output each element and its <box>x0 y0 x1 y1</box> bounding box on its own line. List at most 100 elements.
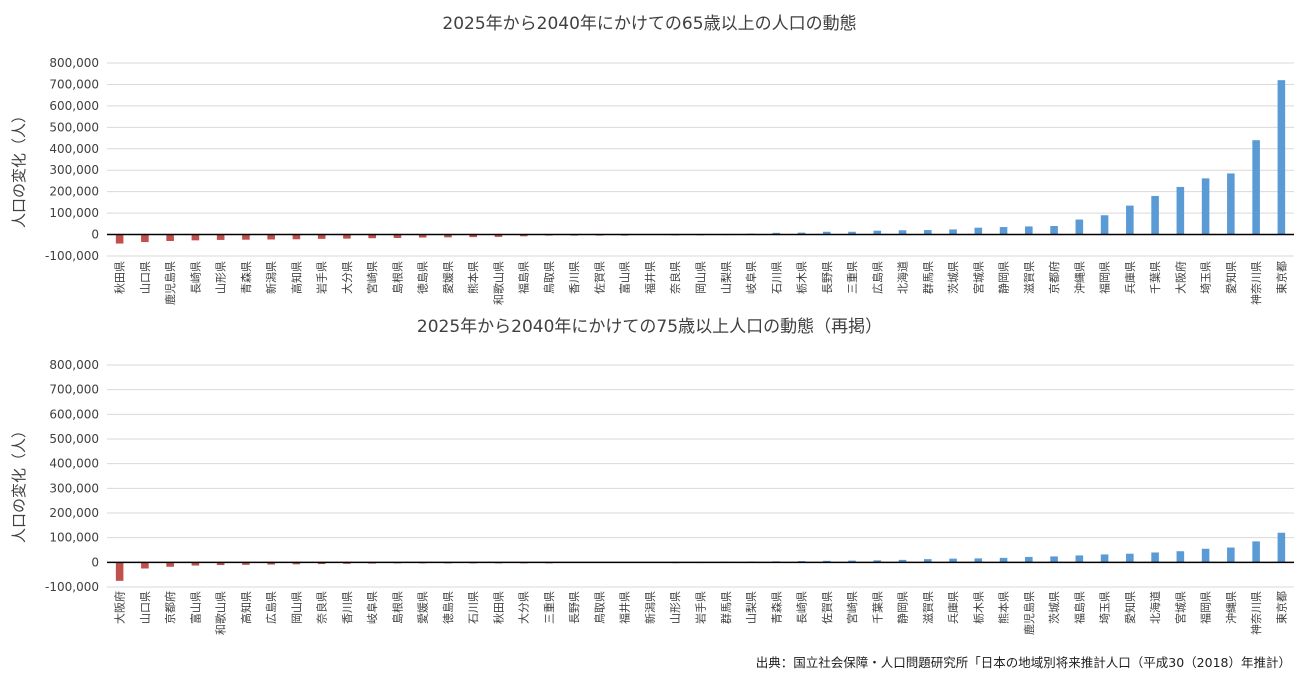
x-tick-label: 山形県 <box>215 261 228 294</box>
x-tick-label: 埼玉県 <box>1098 591 1112 624</box>
y-tick-label: 300,000 <box>49 163 99 177</box>
bar <box>141 562 149 569</box>
x-tick-label: 熊本県 <box>466 261 480 294</box>
bar <box>772 232 781 235</box>
bar <box>1025 556 1033 563</box>
y-tick-label: 400,000 <box>49 457 99 471</box>
bar <box>494 234 503 237</box>
bar <box>999 227 1008 235</box>
x-tick-label: 福島県 <box>517 261 531 294</box>
y-tick-label: 800,000 <box>49 358 99 372</box>
x-tick-label: 山梨県 <box>744 591 758 624</box>
x-tick-label: 長野県 <box>568 591 581 624</box>
bar <box>1252 541 1260 563</box>
x-tick-label: 山形県 <box>669 591 682 624</box>
bar <box>519 234 528 237</box>
bar <box>848 560 856 563</box>
x-tick-label: 香川県 <box>341 591 354 624</box>
bar <box>267 562 275 565</box>
x-tick-label: 茨城県 <box>1047 591 1061 624</box>
y-tick-label: 500,000 <box>49 120 99 134</box>
bar <box>797 232 806 235</box>
x-tick-label: 佐賀県 <box>592 261 606 294</box>
bar <box>216 234 225 240</box>
bar <box>343 234 351 239</box>
x-tick-label: 宮崎県 <box>845 591 859 624</box>
x-tick-label: 岩手県 <box>694 591 708 624</box>
bar <box>191 234 200 241</box>
x-tick-label: 三重県 <box>542 591 556 624</box>
bar <box>1227 173 1235 235</box>
y-tick-label: -100,000 <box>45 580 99 594</box>
y-tick-label: -100,000 <box>45 249 99 263</box>
x-tick-label: 富山県 <box>188 591 202 624</box>
x-tick-label: 長崎県 <box>188 261 202 294</box>
x-tick-label: 福井県 <box>643 261 657 294</box>
y-tick-label: 400,000 <box>49 142 99 156</box>
bar <box>317 234 326 239</box>
bar <box>292 562 301 565</box>
x-tick-label: 和歌山県 <box>491 261 505 305</box>
x-tick-label: 新潟県 <box>264 261 278 294</box>
bar <box>924 230 932 235</box>
bar <box>1025 226 1033 235</box>
bar <box>1201 548 1210 563</box>
x-tick-label: 兵庫県 <box>946 591 960 624</box>
x-tick-label: 神奈川県 <box>1249 591 1263 635</box>
x-tick-label: 神奈川県 <box>1249 261 1263 305</box>
x-tick-label: 大阪府 <box>1173 261 1187 294</box>
x-tick-label: 千葉県 <box>870 591 884 624</box>
x-tick-label: 群馬県 <box>719 591 733 624</box>
x-tick-label: 北海道 <box>896 261 910 294</box>
x-tick-label: 石川県 <box>770 261 783 294</box>
x-tick-label: 石川県 <box>467 591 480 624</box>
y-tick-label: 100,000 <box>49 206 99 220</box>
bar <box>166 234 174 241</box>
y-tick-label: 500,000 <box>49 432 99 446</box>
x-tick-label: 奈良県 <box>668 261 682 294</box>
x-tick-label: 福岡県 <box>1199 591 1213 624</box>
x-tick-label: 宮城県 <box>971 261 985 294</box>
bar <box>393 234 402 238</box>
y-tick-label: 700,000 <box>49 77 99 91</box>
bar <box>898 559 907 563</box>
bar <box>368 234 376 239</box>
x-tick-label: 千葉県 <box>1148 261 1162 294</box>
bar <box>822 231 831 235</box>
x-tick-label: 埼玉県 <box>1199 261 1213 294</box>
x-tick-label: 広島県 <box>264 591 278 624</box>
x-tick-label: 長野県 <box>821 261 834 294</box>
x-tick-label: 愛知県 <box>1123 591 1137 624</box>
x-tick-label: 岐阜県 <box>745 261 758 294</box>
bar <box>1050 225 1058 235</box>
bar <box>999 557 1008 563</box>
x-tick-label: 京都府 <box>1047 261 1061 294</box>
x-tick-label: 高知県 <box>289 261 303 294</box>
bar <box>444 234 452 238</box>
x-tick-label: 秋田県 <box>113 261 127 294</box>
x-tick-label: 福岡県 <box>1098 261 1112 294</box>
x-tick-label: 沖縄県 <box>1224 591 1238 624</box>
x-tick-label: 大阪府 <box>113 591 127 624</box>
x-tick-label: 鳥取県 <box>592 591 606 624</box>
bar <box>216 562 225 566</box>
x-tick-label: 秋田県 <box>491 591 505 624</box>
chart-title-65plus: 2025年から2040年にかけての65歳以上の人口の動態 <box>442 14 857 34</box>
bar <box>873 560 882 563</box>
y-tick-label: 0 <box>91 228 99 242</box>
bar <box>924 559 932 563</box>
x-tick-label: 熊本県 <box>997 591 1011 624</box>
x-tick-label: 和歌山県 <box>214 591 228 635</box>
bar <box>848 231 856 235</box>
x-tick-label: 富山県 <box>618 261 632 294</box>
bar <box>418 234 427 238</box>
bar <box>166 562 174 567</box>
bar <box>949 558 957 563</box>
bar <box>1075 555 1084 563</box>
bar <box>115 562 124 581</box>
bar <box>1075 219 1084 235</box>
bar <box>1277 80 1286 235</box>
x-tick-label: 新潟県 <box>643 591 657 624</box>
x-tick-label: 東京都 <box>1274 591 1288 624</box>
